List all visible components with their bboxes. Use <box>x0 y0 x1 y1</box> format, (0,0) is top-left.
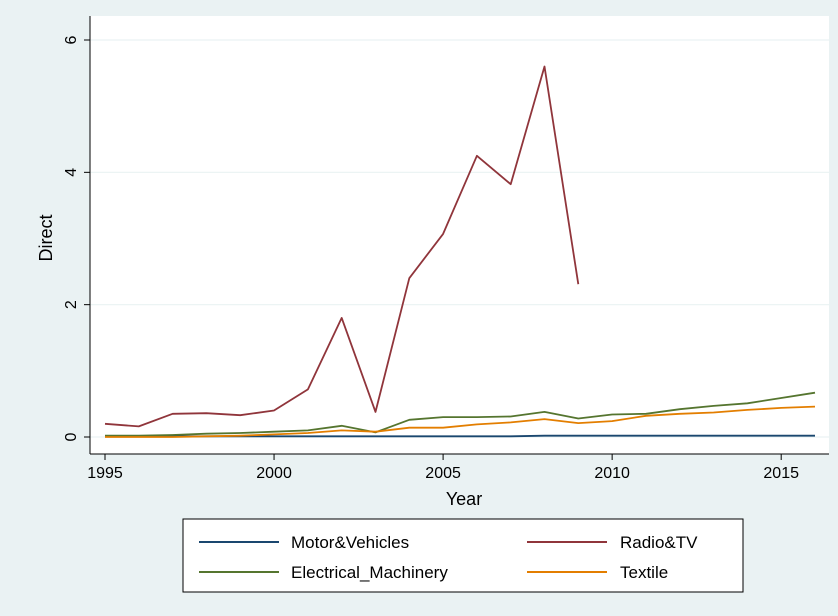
series-lines <box>104 65 816 438</box>
y-tick-label: 2 <box>63 300 80 309</box>
legend-label: Electrical_Machinery <box>291 563 448 582</box>
x-tick-label: 2015 <box>763 465 799 482</box>
series-line-3 <box>105 405 816 438</box>
x-tick-label: 2010 <box>594 465 630 482</box>
series-line-2 <box>105 391 816 437</box>
y-tick-label: 6 <box>63 35 80 44</box>
y-axis-label: Direct <box>36 214 56 261</box>
axes: 0 2 4 6 1995 2000 2005 2010 2015 <box>63 16 829 482</box>
x-axis-label: Year <box>446 489 482 509</box>
legend-label: Motor&Vehicles <box>291 533 409 552</box>
legend-label: Textile <box>620 563 668 582</box>
x-tick-label: 2000 <box>256 465 292 482</box>
x-tick-label: 2005 <box>425 465 461 482</box>
legend: Motor&Vehicles Radio&TV Electrical_Machine… <box>199 533 698 582</box>
y-tick-label: 4 <box>63 168 80 177</box>
y-tick-label: 0 <box>63 432 80 441</box>
x-tick-label: 1995 <box>87 465 123 482</box>
legend-label: Radio&TV <box>620 533 698 552</box>
plot-area <box>90 16 829 454</box>
legend-box <box>182 518 744 593</box>
series-line-1 <box>104 65 580 428</box>
